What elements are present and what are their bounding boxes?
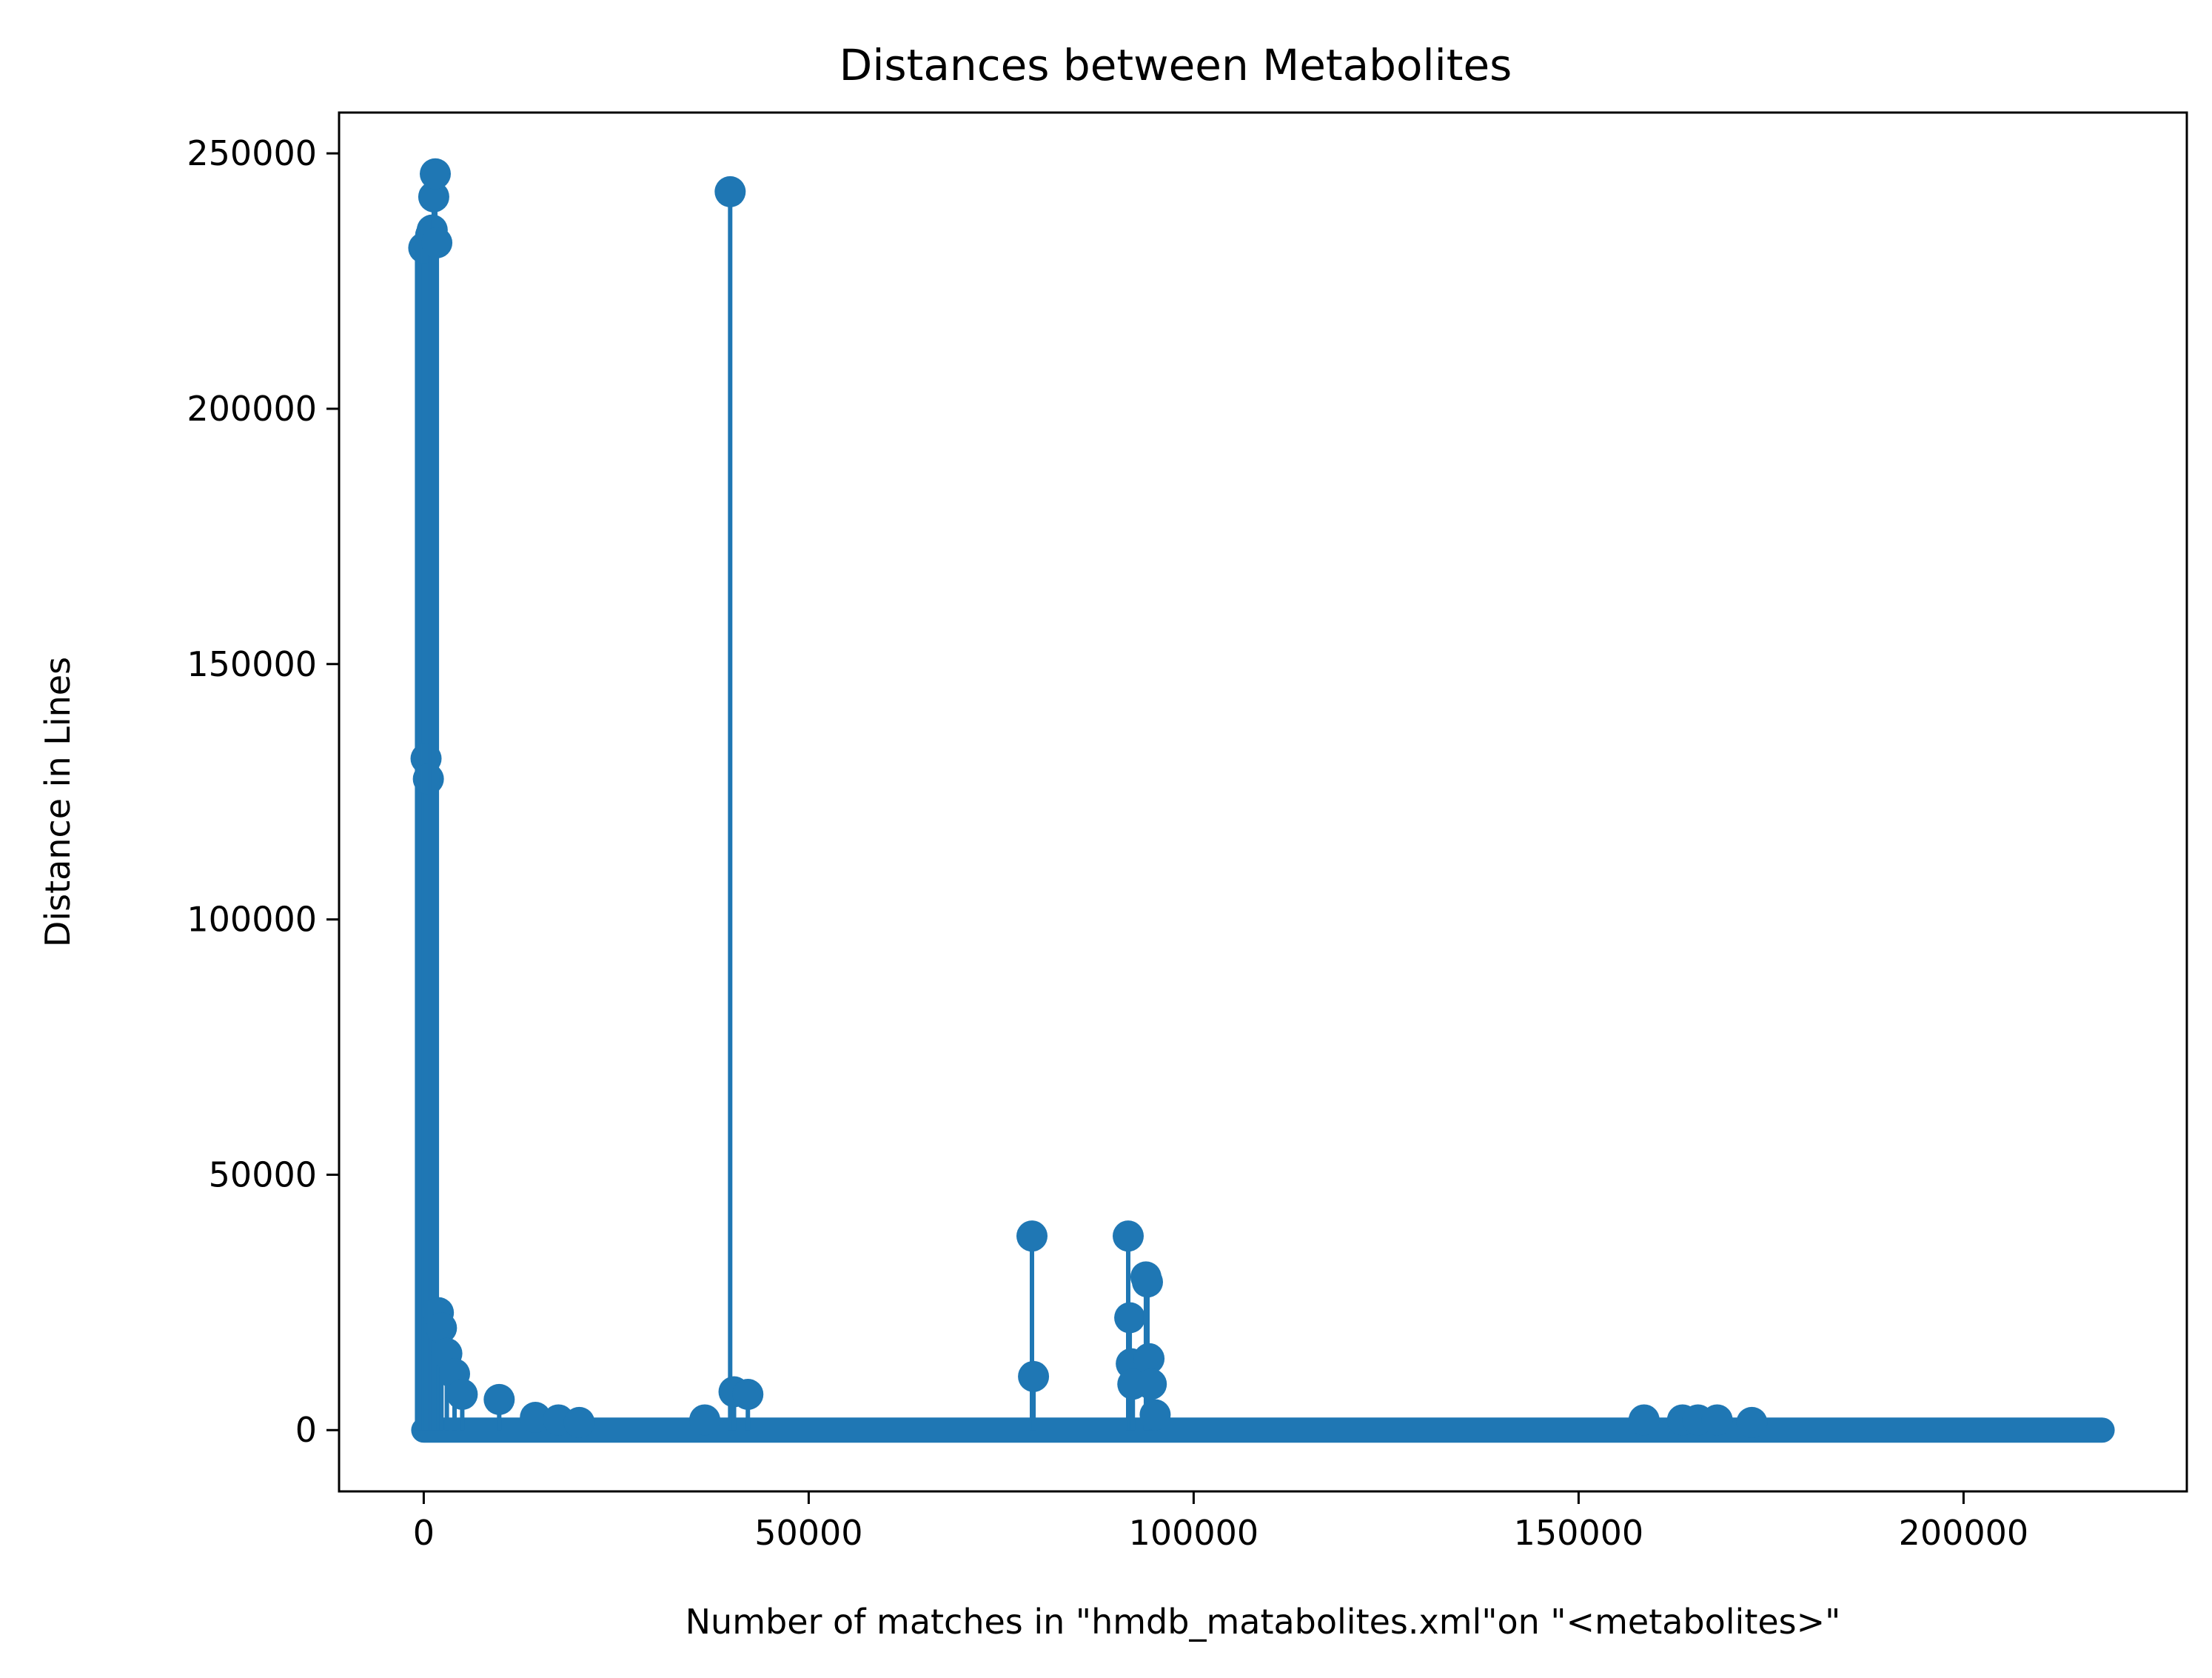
data-point xyxy=(483,1383,515,1415)
x-axis: 0 50000 100000 150000 200000 xyxy=(413,1491,2028,1553)
y-axis-label: Distance in Lines xyxy=(38,657,78,947)
data-point xyxy=(412,763,444,795)
y-tick-label: 100000 xyxy=(187,900,317,940)
data-point xyxy=(1736,1406,1768,1438)
y-tick-label: 0 xyxy=(295,1410,317,1450)
x-tick-label: 150000 xyxy=(1514,1513,1644,1553)
y-tick-label: 150000 xyxy=(187,644,317,684)
data-point xyxy=(1701,1404,1733,1436)
y-axis: 0 50000 100000 150000 200000 250000 xyxy=(187,133,339,1450)
data-point xyxy=(1139,1399,1171,1431)
y-tick-label: 200000 xyxy=(187,389,317,429)
data-point xyxy=(520,1402,552,1434)
data-point xyxy=(714,176,746,207)
data-point xyxy=(1018,1360,1050,1392)
series-metabolite-distances xyxy=(408,158,2115,1443)
y-tick-label: 50000 xyxy=(209,1154,317,1194)
data-point xyxy=(1114,1302,1146,1334)
y-tick-label: 250000 xyxy=(187,133,317,173)
data-point xyxy=(1136,1368,1167,1400)
data-point xyxy=(1628,1404,1660,1436)
data-point xyxy=(732,1378,764,1410)
data-point xyxy=(689,1404,720,1436)
data-point xyxy=(446,1378,478,1410)
data-point xyxy=(1113,1220,1144,1252)
chart-title: Distances between Metabolites xyxy=(839,40,1512,90)
plot-area xyxy=(408,158,2115,1443)
data-point xyxy=(1132,1266,1163,1298)
x-axis-label: Number of matches in "hmdb_matabolites.x… xyxy=(686,1602,1841,1642)
axes-frame xyxy=(338,111,2188,1493)
data-point xyxy=(420,158,451,190)
x-tick-label: 200000 xyxy=(1899,1513,2029,1553)
x-tick-label: 100000 xyxy=(1129,1513,1259,1553)
x-tick-label: 0 xyxy=(413,1513,435,1553)
data-point xyxy=(1016,1220,1048,1252)
data-point xyxy=(563,1406,595,1438)
x-tick-label: 50000 xyxy=(754,1513,862,1553)
data-point xyxy=(426,1312,458,1344)
data-point xyxy=(421,227,453,258)
data-point xyxy=(1133,1343,1165,1374)
